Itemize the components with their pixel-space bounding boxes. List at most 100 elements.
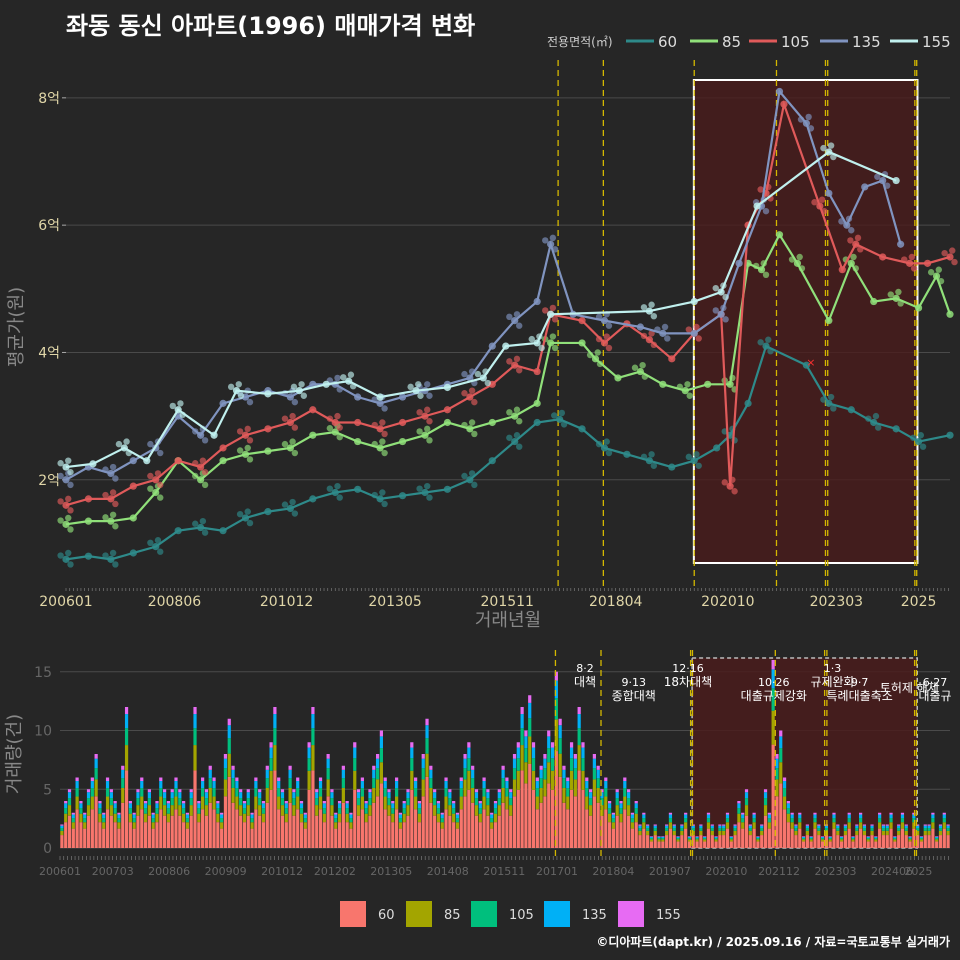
bar-85 <box>847 822 851 829</box>
bar-60 <box>326 796 330 848</box>
bar-155 <box>482 777 486 782</box>
bar-60 <box>151 828 155 848</box>
data-point-105 <box>398 418 407 427</box>
bar-60 <box>372 802 376 848</box>
bar-105 <box>691 828 695 831</box>
data-point-85 <box>516 418 523 425</box>
bar-60 <box>185 828 190 848</box>
bar-85 <box>577 745 581 771</box>
bar-105 <box>315 798 319 806</box>
data-point-155 <box>174 406 182 414</box>
bar-85 <box>345 813 349 823</box>
data-point-105 <box>847 237 854 244</box>
bar-85 <box>794 830 798 836</box>
bar-135 <box>345 803 349 809</box>
annotation-date: 9·13 <box>622 676 647 689</box>
data-point-135 <box>845 215 853 222</box>
data-point-85 <box>798 265 806 272</box>
bar-135 <box>71 814 75 819</box>
data-point-135 <box>838 218 845 225</box>
bar-85 <box>786 813 790 823</box>
bar-85 <box>782 796 787 810</box>
bar-155 <box>436 801 441 804</box>
bar-135 <box>946 825 950 829</box>
bar-105 <box>710 828 714 831</box>
bar-60 <box>615 815 619 848</box>
data-point-60 <box>825 399 833 407</box>
bar-135 <box>520 714 524 729</box>
bar-155 <box>710 824 714 826</box>
bar-105 <box>672 828 676 831</box>
bar-85 <box>220 822 224 829</box>
bar-60 <box>109 815 113 848</box>
bar-60 <box>402 822 406 848</box>
bar-60 <box>197 822 201 848</box>
bar-60 <box>482 809 486 848</box>
bar-85 <box>436 813 441 823</box>
data-point-135 <box>426 392 433 399</box>
x-axis-title: 거래년월 <box>475 610 541 631</box>
bar-105 <box>524 748 528 763</box>
bar-105 <box>239 798 243 806</box>
data-point-85 <box>281 440 289 448</box>
bar-85 <box>931 822 935 829</box>
bar-105 <box>828 838 832 840</box>
bar-105 <box>265 778 269 788</box>
data-point-85 <box>533 399 541 407</box>
bar-155 <box>189 789 193 793</box>
bar-105 <box>752 818 756 823</box>
bar-155 <box>642 812 646 815</box>
bar-155 <box>208 765 212 770</box>
bar-60 <box>912 828 916 848</box>
bar-105 <box>505 788 509 797</box>
bar-60 <box>931 828 935 848</box>
bar-135 <box>242 803 247 809</box>
bar-155 <box>159 777 163 782</box>
data-point-105 <box>879 253 887 261</box>
data-point-155 <box>143 457 151 465</box>
bar-105 <box>90 788 94 797</box>
data-point-105 <box>857 246 864 253</box>
bar-85 <box>113 813 117 823</box>
bar-60 <box>117 828 121 848</box>
bar-85 <box>182 813 186 823</box>
bar-85 <box>725 822 730 829</box>
bar-60 <box>866 841 870 848</box>
bar-85 <box>524 762 528 784</box>
bar-60 <box>687 841 692 848</box>
bar-60 <box>897 835 901 848</box>
bar-60 <box>345 822 349 848</box>
data-point-85 <box>927 269 935 276</box>
data-point-105 <box>731 488 738 495</box>
bar-105 <box>916 828 920 831</box>
bar-105 <box>273 728 277 746</box>
data-point-105 <box>603 333 610 340</box>
bar-135 <box>927 825 931 829</box>
bar-85 <box>155 813 159 823</box>
data-point-105 <box>549 304 557 312</box>
bar-155 <box>429 765 433 770</box>
bar-135 <box>908 836 912 839</box>
data-point-85 <box>796 253 803 261</box>
bar-135 <box>326 758 330 769</box>
bar-135 <box>893 836 897 839</box>
data-point-155 <box>830 153 837 161</box>
bar-60 <box>619 822 623 848</box>
bar-155 <box>870 824 874 826</box>
bar-155 <box>779 730 783 737</box>
bar-85 <box>67 805 72 816</box>
bar-135 <box>387 792 391 799</box>
data-point-85 <box>264 447 272 455</box>
data-point-85 <box>152 488 160 497</box>
bar-60 <box>193 770 197 848</box>
bar-155 <box>535 777 539 782</box>
bar-155 <box>170 789 174 793</box>
legend-label-85: 85 <box>444 908 461 923</box>
data-point-105 <box>726 482 734 490</box>
data-point-85 <box>426 437 433 444</box>
bar-155 <box>212 777 216 782</box>
bar-85 <box>695 839 699 842</box>
bar-85 <box>433 805 437 816</box>
bar-60 <box>657 841 661 848</box>
bar-60 <box>938 835 943 848</box>
